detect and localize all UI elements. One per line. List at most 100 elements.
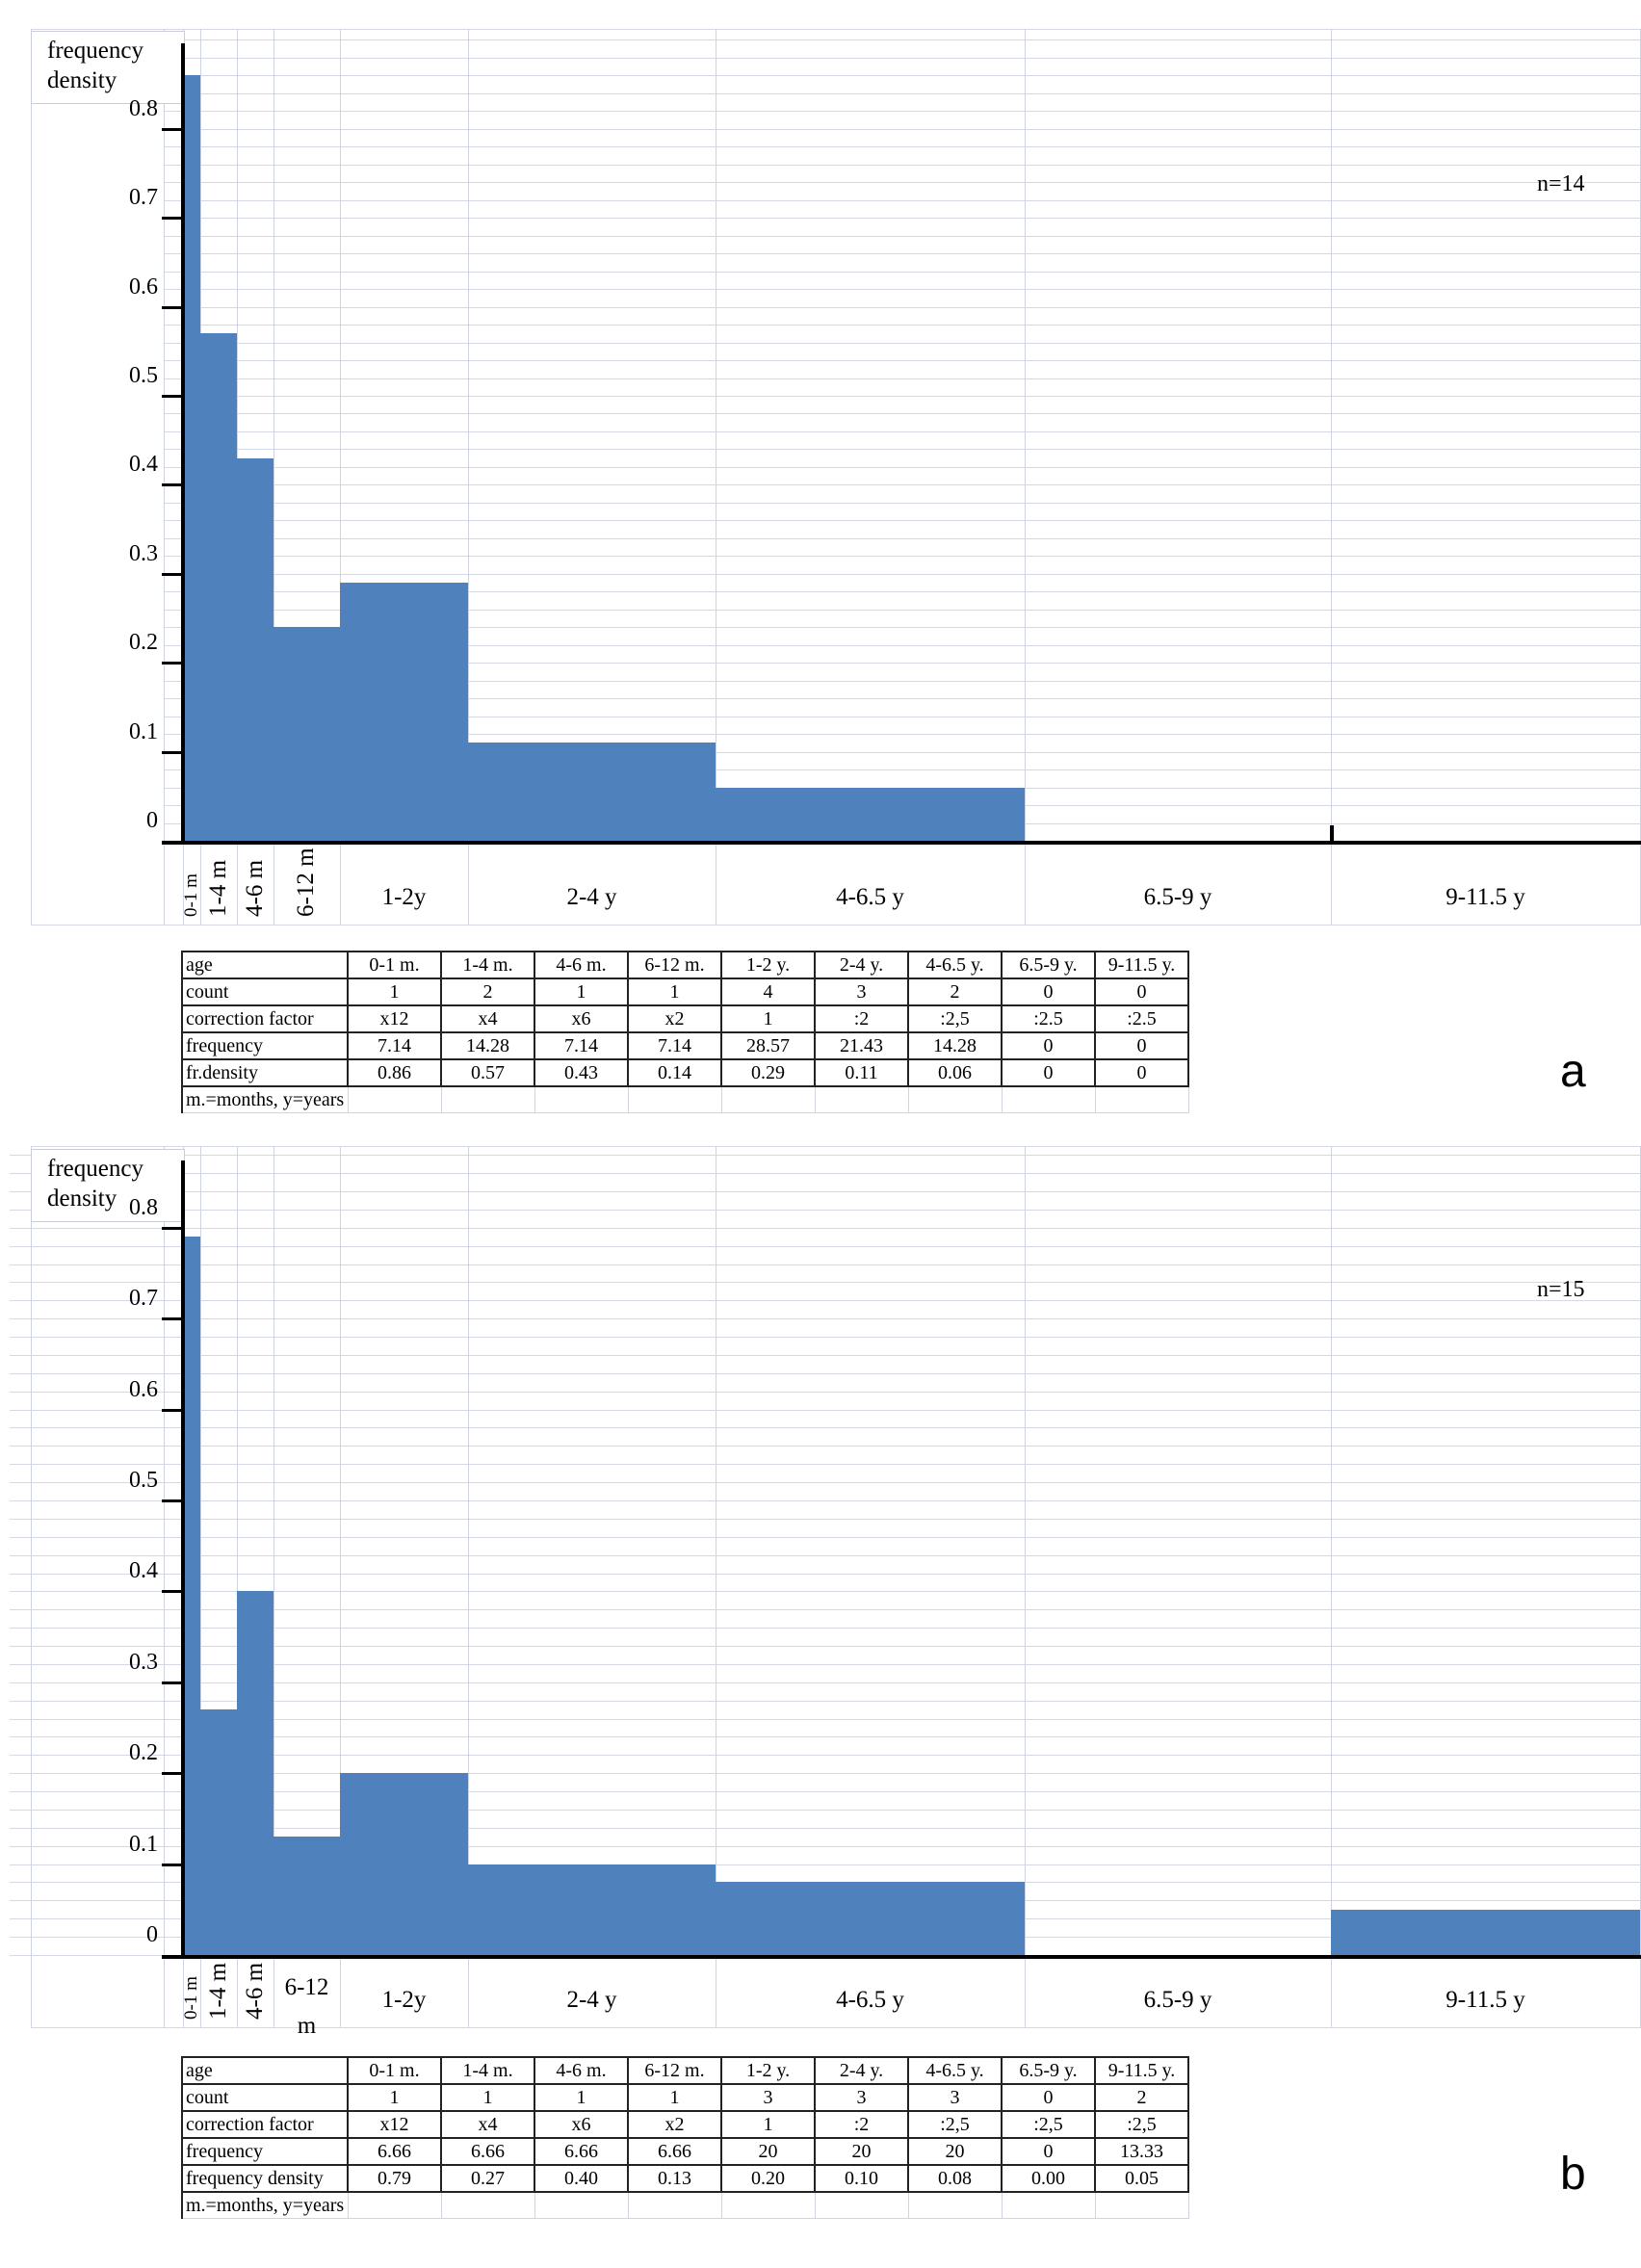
grid-line xyxy=(340,1146,341,2027)
table-cell: 1 xyxy=(534,2083,629,2112)
grid-line xyxy=(468,29,469,925)
grid-line xyxy=(10,1718,1641,1720)
table-cell: 0-1 m. xyxy=(347,951,442,979)
x-axis-line xyxy=(162,1955,1641,1959)
y-tick-label: 0.5 xyxy=(129,1468,158,1493)
table-cell: 21.43 xyxy=(814,1031,909,1060)
x-axis-label: 1-2y xyxy=(381,884,427,910)
table-cell: :2,5 xyxy=(907,2110,1003,2139)
grid-line xyxy=(10,1391,1641,1393)
table-cell xyxy=(627,2191,722,2219)
table-row-header: frequency density xyxy=(181,2164,349,2193)
histogram-bar-6-12m xyxy=(274,1837,340,1955)
table-cell: 2 xyxy=(907,978,1003,1006)
table-row: count 1 1 1 1 3 3 3 0 2 xyxy=(181,2083,1189,2112)
table-cell: 7.14 xyxy=(627,1031,722,1060)
table-row: age 0-1 m. 1-4 m. 4-6 m. 6-12 m. 1-2 y. 2-4 y.… xyxy=(181,2056,1189,2085)
table-cell: 0.40 xyxy=(534,2164,629,2193)
table-cell: 0.10 xyxy=(814,2164,909,2193)
table-row-header: frequency xyxy=(181,2137,349,2166)
grid-gap xyxy=(341,1269,467,1278)
x-axis-line xyxy=(162,841,1641,845)
table-cell: 1-2 y. xyxy=(720,2056,816,2085)
chart-b-y-axis-title: frequency density xyxy=(31,1149,185,1222)
grid-line xyxy=(10,1173,1641,1175)
table-cell: 13.33 xyxy=(1094,2137,1189,2166)
x-axis-label-line2: m xyxy=(297,2013,317,2039)
x-axis-label: 9-11.5 y xyxy=(1446,884,1525,910)
grid-line xyxy=(164,111,1641,113)
grid-line xyxy=(10,1681,1641,1683)
chart-a-n-label: n=14 xyxy=(1537,171,1585,196)
grid-line xyxy=(10,1773,1641,1775)
grid-line xyxy=(10,1827,1641,1829)
grid-line xyxy=(164,146,1641,148)
grid-line xyxy=(164,57,1641,59)
grid-line xyxy=(1331,29,1332,925)
table-row: m.=months, y=years xyxy=(181,2191,1189,2219)
chart-a-y-axis-title: frequency density xyxy=(31,31,185,104)
histogram-bar-1-4m xyxy=(200,333,237,841)
table-cell: :2 xyxy=(814,2110,909,2139)
table-cell: 1 xyxy=(347,2083,442,2112)
grid-line xyxy=(10,1209,1641,1211)
table-cell: 2-4 y. xyxy=(814,2056,909,2085)
table-cell: 28.57 xyxy=(720,1031,816,1060)
panel-b-label: b xyxy=(1560,2149,1586,2200)
histogram-bar-4-6m xyxy=(237,457,274,841)
table-cell: 3 xyxy=(814,978,909,1006)
y-tick-label: 0.6 xyxy=(129,1376,158,1402)
table-row-header: correction factor xyxy=(181,1004,349,1033)
histogram-bar-2-4y xyxy=(468,1864,716,1955)
grid-line xyxy=(1331,1146,1332,2027)
grid-line xyxy=(10,1736,1641,1738)
table-row: fr.density 0.86 0.57 0.43 0.14 0.29 0.11 0.06 0 0 xyxy=(181,1058,1189,1087)
table-row-header: m.=months, y=years xyxy=(181,2191,349,2219)
table-row-header: m.=months, y=years xyxy=(181,1085,349,1113)
panel-a-label: a xyxy=(1560,1046,1586,1097)
grid-line xyxy=(164,591,1641,593)
y-tick-label: 0.2 xyxy=(129,1740,158,1766)
table-cell: :2.5 xyxy=(1001,1004,1096,1033)
table-cell: x12 xyxy=(347,1004,442,1033)
y-tick-label: 0.3 xyxy=(129,540,158,566)
y-tick xyxy=(162,1408,183,1412)
histogram-bar-4-6m xyxy=(237,1591,274,1955)
grid-line xyxy=(164,663,1641,665)
grid-line xyxy=(164,502,1641,504)
chart-b-data-table: age 0-1 m. 1-4 m. 4-6 m. 6-12 m. 1-2 y. 2-4 y.… xyxy=(181,2056,1189,2219)
histogram-bar-4-6.5y xyxy=(716,1882,1025,1955)
grid-line xyxy=(31,2027,1641,2028)
grid-line xyxy=(10,1591,1641,1593)
table-cell: 0.29 xyxy=(720,1058,816,1087)
y-tick xyxy=(162,1590,183,1594)
grid-line xyxy=(10,1554,1641,1556)
grid-line xyxy=(164,734,1641,736)
table-cell: 7.14 xyxy=(534,1031,629,1060)
grid-line xyxy=(31,1146,32,2027)
table-cell: 0.43 xyxy=(534,1058,629,1087)
table-cell: 9-11.5 y. xyxy=(1094,951,1189,979)
table-cell: 6.66 xyxy=(627,2137,722,2166)
table-cell xyxy=(720,2191,816,2219)
table-cell xyxy=(534,2191,629,2219)
x-axis-label: 4-6.5 y xyxy=(836,1987,904,2013)
grid-line xyxy=(10,1282,1641,1284)
table-cell: 0 xyxy=(1094,978,1189,1006)
table-cell xyxy=(440,2191,535,2219)
x-axis-label-line1: 6-12 xyxy=(284,1974,329,2000)
panel-a: frequency density n=14 0.8 0.7 0.6 0.5 0.4 0.… xyxy=(0,0,1641,1127)
table-cell xyxy=(1001,1085,1096,1113)
y-tick xyxy=(162,1772,183,1776)
table-row-header: age xyxy=(181,2056,349,2085)
table-cell: 4-6 m. xyxy=(534,2056,629,2085)
table-cell: 1-4 m. xyxy=(440,951,535,979)
grid-line xyxy=(164,609,1641,611)
table-cell xyxy=(1094,2191,1189,2219)
table-cell: 6.66 xyxy=(534,2137,629,2166)
grid-line xyxy=(164,306,1641,308)
grid-line xyxy=(10,1446,1641,1447)
table-cell xyxy=(814,2191,909,2219)
y-tick-label: 0.4 xyxy=(129,1558,158,1584)
y-tick-label: 0 xyxy=(146,808,158,833)
